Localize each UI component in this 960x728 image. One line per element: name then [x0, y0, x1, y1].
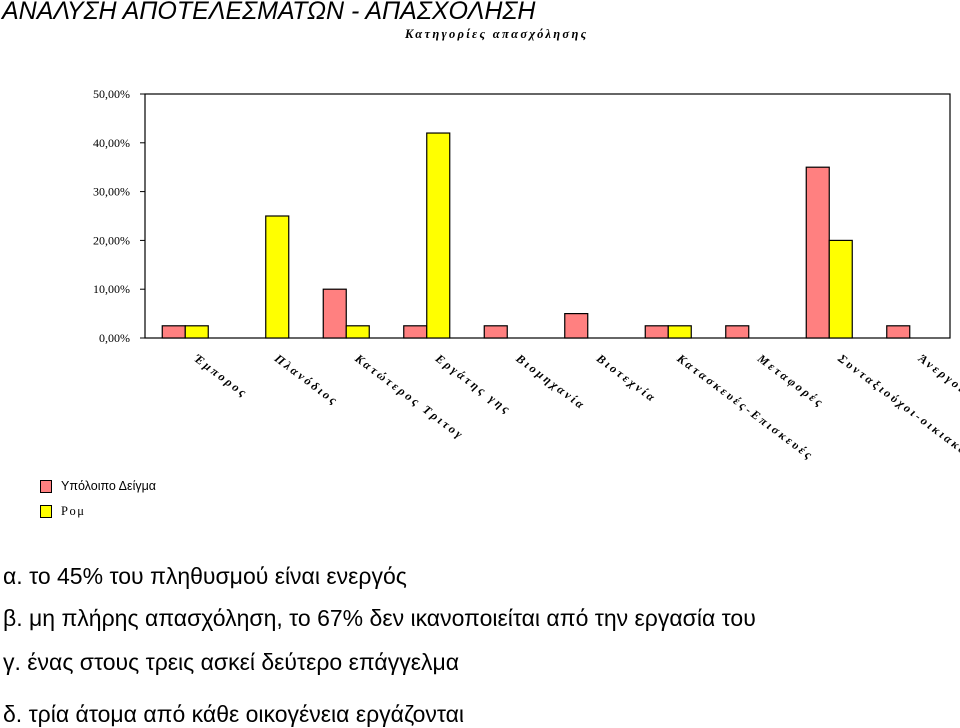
finding-d: δ. τρία άτομα από κάθε οικογένεια εργάζο…	[3, 701, 465, 727]
bar-rest-sample	[161, 325, 186, 339]
x-tick-label: Μεταφορές	[754, 351, 827, 411]
bar-rest-sample	[644, 325, 669, 339]
bar-rest-sample	[886, 325, 911, 339]
x-tick-label: Έμπορος	[191, 351, 251, 401]
y-tick-label: 30,00%	[93, 185, 130, 199]
x-tick-label: Βιοτεχνία	[593, 351, 659, 406]
legend-item-rom: Ρομ	[40, 504, 85, 519]
finding-c: γ. ένας στους τρεις ασκεί δεύτερο επάγγε…	[3, 649, 459, 675]
bar-rest-sample	[725, 325, 750, 339]
bar-rom	[184, 325, 209, 339]
legend-label: Ρομ	[61, 504, 86, 518]
y-tick-label: 20,00%	[93, 233, 130, 247]
y-tick-label: 50,00%	[93, 87, 130, 101]
chart-title: Κατηγορίες απασχόλησης	[405, 27, 589, 41]
y-tick-label: 10,00%	[93, 282, 130, 296]
legend-swatch-rom	[40, 505, 52, 518]
y-axis: 0,00% 10,00% 20,00% 30,00% 40,00% 50,00%	[93, 87, 145, 345]
legend-swatch-rest-sample	[40, 479, 52, 493]
bar-rom	[667, 325, 692, 339]
legend-label: Υπόλοιπο Δείγμα	[61, 479, 157, 493]
bar-rest-sample	[483, 325, 508, 339]
x-tick-label: Βιομηχανία	[513, 351, 589, 413]
finding-a: α. το 45% του πληθυσμού είναι ενεργός	[3, 563, 407, 589]
bar-rest-sample	[322, 288, 347, 339]
x-tick-label: Πλανόδιος	[271, 351, 342, 409]
page-title: ΑΝΑΛΥΣΗ ΑΠΟΤΕΛΕΣΜΑΤΩΝ - ΑΠΑΣΧΟΛΗΣΗ	[2, 0, 536, 25]
bar-chart: 0,00% 10,00% 20,00% 30,00% 40,00% 50,00% Έμπο…	[93, 87, 960, 464]
bar-rom	[265, 215, 290, 339]
bar-rom	[345, 325, 370, 339]
bar-rest-sample	[805, 166, 830, 339]
finding-b: β. μη πλήρης απασχόληση, το 67% δεν ικαν…	[3, 605, 756, 631]
x-tick-label: Κατασκευές-Επισκευές	[674, 351, 817, 464]
y-tick-label: 40,00%	[93, 136, 130, 150]
bar-rest-sample	[403, 325, 428, 339]
bar-rom	[426, 132, 451, 339]
legend-item-rest-sample: Υπόλοιπο Δείγμα	[40, 479, 156, 493]
x-tick-label: Εργάτης γης	[432, 351, 514, 418]
y-tick-label: 0,00%	[99, 331, 130, 345]
x-tick-label: Άνεργοι	[915, 351, 960, 397]
bar-rest-sample	[564, 313, 589, 339]
bar-rom	[828, 239, 853, 339]
bar-series	[161, 132, 911, 339]
x-axis: Έμπορος Πλανόδιος Κατώτερος ΤριτογΕργάτης …	[191, 351, 960, 464]
